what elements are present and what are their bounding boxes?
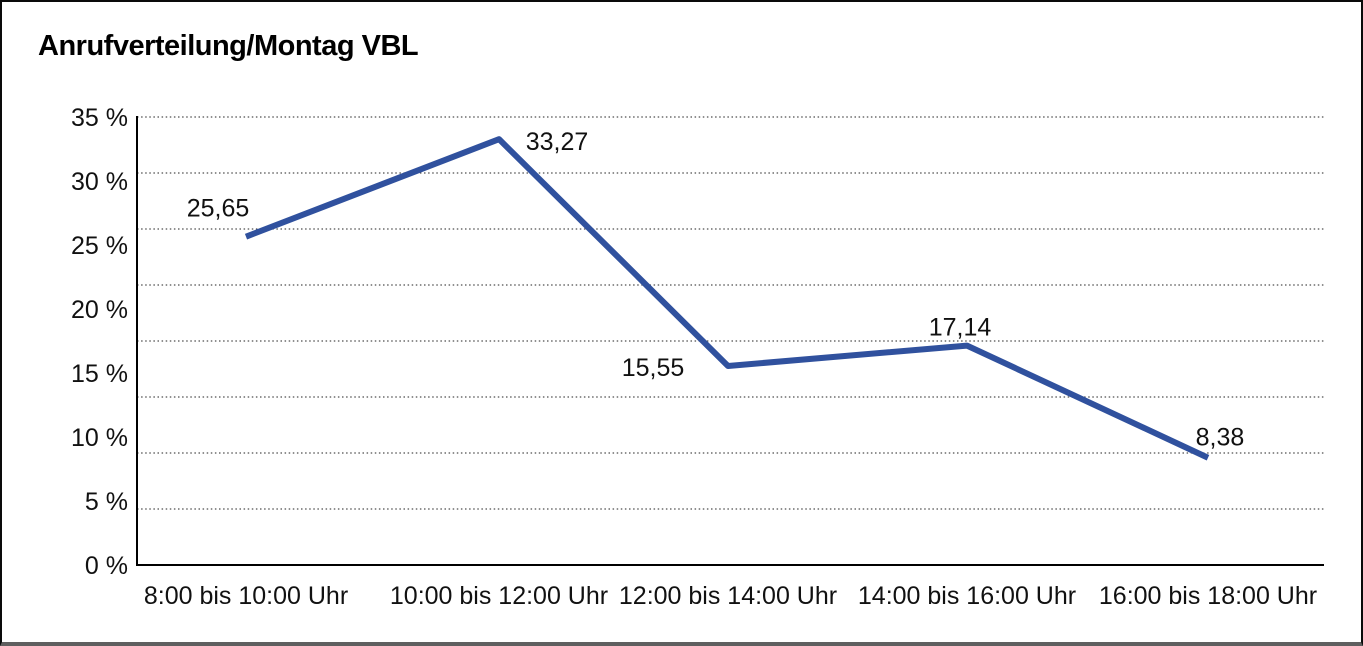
y-tick-label: 25 % (71, 232, 128, 260)
y-tick-label: 0 % (85, 552, 128, 580)
x-tick-label: 8:00 bis 10:00 Uhr (144, 582, 348, 610)
chart-title: Anrufverteilung/Montag VBL (38, 30, 419, 62)
y-tick-label: 35 % (71, 104, 128, 132)
y-tick-label: 20 % (71, 296, 128, 324)
data-point-label: 17,14 (929, 314, 992, 342)
y-tick-label: 30 % (71, 168, 128, 196)
x-tick-label: 12:00 bis 14:00 Uhr (619, 582, 837, 610)
x-tick-label: 14:00 bis 16:00 Uhr (858, 582, 1076, 610)
x-tick-label: 16:00 bis 18:00 Uhr (1099, 582, 1317, 610)
y-tick-label: 5 % (85, 488, 128, 516)
y-tick-label: 15 % (71, 360, 128, 388)
data-point-label: 15,55 (622, 354, 685, 382)
data-line (244, 136, 1210, 461)
data-point-label: 8,38 (1196, 424, 1245, 452)
y-tick-label: 10 % (71, 424, 128, 452)
x-tick-label: 10:00 bis 12:00 Uhr (390, 582, 608, 610)
data-point-label: 25,65 (187, 195, 250, 223)
data-point-label: 33,27 (526, 128, 589, 156)
